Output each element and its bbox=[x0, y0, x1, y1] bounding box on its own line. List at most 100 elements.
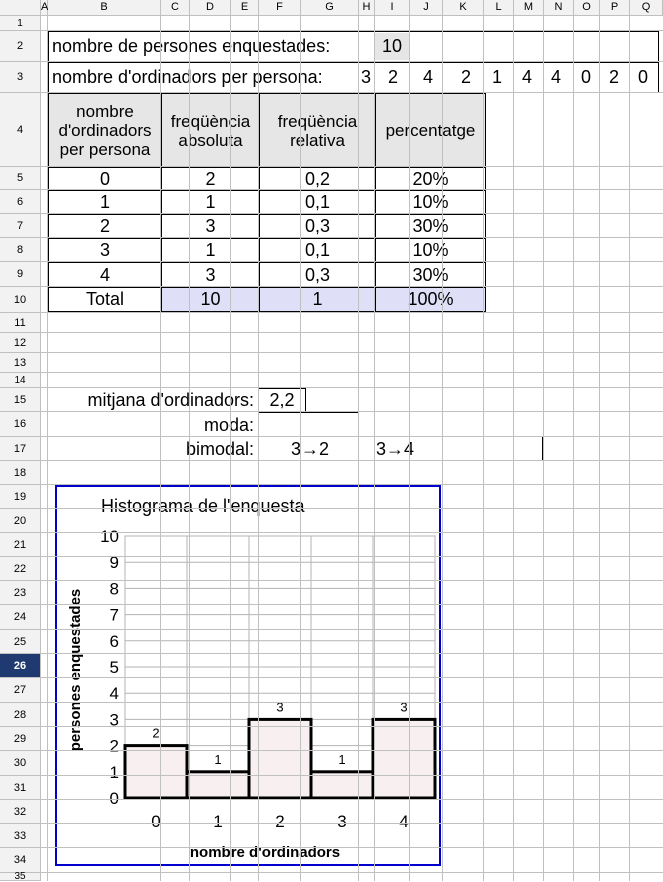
y-tick-label: 3 bbox=[110, 710, 119, 729]
bimodal-label: bimodal: bbox=[185, 438, 254, 459]
table-total-cell[interactable]: 10 bbox=[161, 287, 260, 312]
row-header-13[interactable]: 13 bbox=[0, 353, 41, 373]
grid-line bbox=[41, 92, 663, 93]
row-header-29[interactable]: 29 bbox=[0, 727, 41, 751]
histogram-chart[interactable]: Histograma de l'enquesta nombre d'ordina… bbox=[55, 485, 441, 866]
select-all-corner[interactable] bbox=[0, 0, 41, 16]
row-header-15[interactable]: 15 bbox=[0, 388, 41, 412]
row-header-32[interactable]: 32 bbox=[0, 800, 41, 824]
column-header-H[interactable]: H bbox=[359, 0, 375, 16]
table-cell[interactable]: 1 bbox=[161, 190, 260, 215]
grid-line bbox=[41, 750, 663, 751]
grid-line bbox=[41, 775, 663, 776]
row-header-31[interactable]: 31 bbox=[0, 776, 41, 800]
row-header-17[interactable]: 17 bbox=[0, 437, 41, 461]
row-header-30[interactable]: 30 bbox=[0, 751, 41, 776]
grid-line bbox=[41, 30, 663, 31]
table-cell[interactable]: 0 bbox=[48, 167, 162, 191]
row-header-16[interactable]: 16 bbox=[0, 412, 41, 437]
table-total-cell[interactable]: Total bbox=[48, 287, 162, 312]
row-header-33[interactable]: 33 bbox=[0, 824, 41, 848]
row-header-35[interactable]: 35 bbox=[0, 872, 41, 882]
row-header-27[interactable]: 27 bbox=[0, 678, 41, 703]
table-cell[interactable]: 3 bbox=[161, 262, 260, 288]
table-cell[interactable]: 4 bbox=[48, 262, 162, 288]
column-header-E[interactable]: E bbox=[231, 0, 259, 16]
mode-value[interactable] bbox=[258, 412, 359, 437]
column-header-A[interactable]: A bbox=[41, 0, 48, 16]
column-header-P[interactable]: P bbox=[600, 0, 630, 16]
row-header-26[interactable]: 26 bbox=[0, 654, 41, 678]
row-header-20[interactable]: 20 bbox=[0, 509, 41, 533]
grid-line bbox=[41, 332, 663, 333]
computers-label[interactable]: nombre d'ordinadors per persona: bbox=[48, 62, 659, 93]
column-header-J[interactable]: J bbox=[410, 0, 443, 16]
grid-line bbox=[41, 847, 663, 848]
column-header-M[interactable]: M bbox=[514, 0, 544, 16]
column-header-O[interactable]: O bbox=[574, 0, 600, 16]
row-header-28[interactable]: 28 bbox=[0, 703, 41, 727]
column-header-L[interactable]: L bbox=[484, 0, 514, 16]
table-total-cell[interactable]: 100% bbox=[375, 287, 486, 312]
row-header-6[interactable]: 6 bbox=[0, 190, 41, 214]
row-header-3[interactable]: 3 bbox=[0, 62, 41, 93]
table-cell[interactable]: 30% bbox=[375, 214, 486, 239]
row-header-24[interactable]: 24 bbox=[0, 605, 41, 630]
column-header-C[interactable]: C bbox=[161, 0, 190, 16]
mean-value[interactable]: 2,2 bbox=[258, 388, 306, 413]
table-cell[interactable]: 2 bbox=[161, 167, 260, 191]
table-cell[interactable]: 3 bbox=[48, 238, 162, 263]
table-cell[interactable]: 10% bbox=[375, 238, 486, 263]
column-header-D[interactable]: D bbox=[190, 0, 231, 16]
row-header-5[interactable]: 5 bbox=[0, 167, 41, 190]
row-header-22[interactable]: 22 bbox=[0, 557, 41, 581]
row-header-11[interactable]: 11 bbox=[0, 313, 41, 333]
table-cell[interactable]: 1 bbox=[48, 190, 162, 215]
row-header-4[interactable]: 4 bbox=[0, 93, 41, 167]
table-cell[interactable]: 10% bbox=[375, 190, 486, 215]
row-header-12[interactable]: 12 bbox=[0, 333, 41, 353]
table-cell[interactable]: 2 bbox=[48, 214, 162, 239]
grid-line bbox=[41, 166, 663, 167]
table-cell[interactable]: 20% bbox=[375, 167, 486, 191]
respondents-label[interactable]: nombre de persones enquestades: bbox=[48, 31, 659, 62]
grid-line bbox=[41, 580, 663, 581]
table-total-cell[interactable]: 1 bbox=[259, 287, 376, 312]
row-header-18[interactable]: 18 bbox=[0, 461, 41, 485]
y-tick-label: 6 bbox=[110, 632, 119, 651]
row-header-8[interactable]: 8 bbox=[0, 238, 41, 262]
grid-line bbox=[41, 352, 663, 353]
grid-line bbox=[41, 460, 663, 461]
table-cell[interactable]: 30% bbox=[375, 262, 486, 288]
header-computers[interactable]: nombre d'ordinadors per persona bbox=[48, 93, 162, 168]
row-header-7[interactable]: 7 bbox=[0, 214, 41, 238]
column-header-Q[interactable]: Q bbox=[630, 0, 663, 16]
computers-value: 4 bbox=[422, 67, 433, 87]
header-percentage[interactable]: percentatge bbox=[375, 93, 486, 168]
row-header-1[interactable]: 1 bbox=[0, 16, 41, 31]
row-header-21[interactable]: 21 bbox=[0, 533, 41, 557]
row-header-34[interactable]: 34 bbox=[0, 848, 41, 873]
column-header-K[interactable]: K bbox=[443, 0, 484, 16]
header-relative-frequency[interactable]: freqüència relativa bbox=[259, 93, 376, 168]
respondents-value[interactable]: 10 bbox=[375, 33, 409, 60]
column-header-F[interactable]: F bbox=[259, 0, 301, 16]
column-header-I[interactable]: I bbox=[375, 0, 410, 16]
y-tick-label: 2 bbox=[110, 737, 119, 756]
column-header-N[interactable]: N bbox=[544, 0, 574, 16]
computers-value: 1 bbox=[491, 67, 502, 87]
table-cell[interactable]: 3 bbox=[161, 214, 260, 239]
header-absolute-frequency[interactable]: freqüència absoluta bbox=[161, 93, 260, 168]
row-header-25[interactable]: 25 bbox=[0, 630, 41, 654]
row-header-23[interactable]: 23 bbox=[0, 581, 41, 605]
grid-line bbox=[41, 61, 663, 62]
row-header-19[interactable]: 19 bbox=[0, 485, 41, 509]
row-header-10[interactable]: 10 bbox=[0, 287, 41, 313]
x-tick-label: 2 bbox=[275, 812, 284, 831]
row-header-9[interactable]: 9 bbox=[0, 262, 41, 287]
row-header-2[interactable]: 2 bbox=[0, 31, 41, 62]
column-header-B[interactable]: B bbox=[48, 0, 161, 16]
table-cell[interactable]: 1 bbox=[161, 238, 260, 263]
row-header-14[interactable]: 14 bbox=[0, 373, 41, 388]
column-header-G[interactable]: G bbox=[301, 0, 359, 16]
